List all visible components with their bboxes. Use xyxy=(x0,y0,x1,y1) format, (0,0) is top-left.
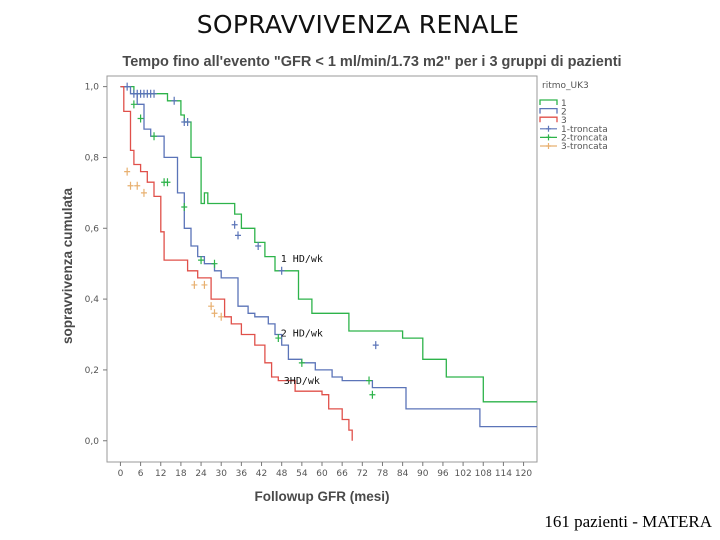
censor-mark-1-troncata xyxy=(184,118,191,127)
annotation-label: 2 HD/wk xyxy=(281,328,323,339)
x-tick-label: 96 xyxy=(437,469,449,479)
x-tick-label: 78 xyxy=(377,469,389,479)
legend-title: ritmo_UK3 xyxy=(542,81,589,91)
x-axis-label: Followup GFR (mesi) xyxy=(255,489,390,504)
axes: 0 6 12 18 24 30 36 42 48 54 60 66 72 78 84 90 96 102 108 11… xyxy=(85,83,533,479)
x-tick-label: 24 xyxy=(195,469,207,479)
legend-label: 2 xyxy=(561,108,567,118)
legend-label: 1 xyxy=(561,99,567,109)
legend-swatch-3 xyxy=(539,116,558,123)
censor-mark-1-troncata xyxy=(278,266,285,275)
legend-label: 3 xyxy=(561,116,567,126)
y-tick-label: 0,2 xyxy=(85,366,99,376)
y-tick-label: 0,8 xyxy=(85,153,100,163)
x-tick-label: 102 xyxy=(455,469,472,479)
x-tick-label: 54 xyxy=(296,469,308,479)
censor-mark-3-troncata xyxy=(218,312,225,321)
x-tick-label: 48 xyxy=(276,469,288,479)
x-tick-label: 0 xyxy=(118,469,124,479)
censor-mark-3-troncata xyxy=(134,181,141,190)
survival-curve-1 xyxy=(120,85,537,403)
annotation-label: 3HD/wk xyxy=(284,376,320,387)
legend-swatch-1 xyxy=(539,99,558,105)
legend: ritmo_UK3 1231-troncata2-troncata3-tronc… xyxy=(539,81,608,152)
x-tick-label: 108 xyxy=(475,469,492,479)
censor-mark-2-troncata xyxy=(369,390,376,399)
y-tick-label: 0,4 xyxy=(85,295,100,305)
censor-mark-2-troncata xyxy=(298,358,305,367)
x-tick-label: 18 xyxy=(175,469,187,479)
legend-label: 1-troncata xyxy=(561,125,608,135)
x-tick-label: 12 xyxy=(155,469,166,479)
x-tick-label: 66 xyxy=(336,469,348,479)
y-tick-label: 0,0 xyxy=(85,437,100,447)
censor-mark-2-troncata xyxy=(130,100,137,109)
legend-swatch-mark-3-troncata xyxy=(546,143,551,149)
x-tick-label: 84 xyxy=(397,469,409,479)
censor-mark-1-troncata xyxy=(151,89,158,98)
censor-mark-3-troncata xyxy=(127,181,134,190)
censor-mark-2-troncata xyxy=(211,259,218,268)
censor-mark-1-troncata xyxy=(231,220,238,229)
legend-swatch-2 xyxy=(539,107,558,114)
y-tick-label: 1,0 xyxy=(85,83,100,93)
annotations: 1 HD/wk 2 HD/wk 3HD/wk xyxy=(281,254,323,387)
censor-mark-2-troncata xyxy=(198,256,205,265)
censor-mark-2-troncata xyxy=(151,132,158,141)
censor-mark-1-troncata xyxy=(171,96,178,105)
y-tick-label: 0,6 xyxy=(85,224,100,234)
legend-label: 3-troncata xyxy=(561,142,608,152)
censor-mark-3-troncata xyxy=(201,280,208,289)
legend-swatch-mark-1-troncata xyxy=(546,125,551,132)
censor-mark-3-troncata xyxy=(124,167,131,176)
footer-note: 161 pazienti - MATERA xyxy=(544,512,712,531)
x-tick-label: 90 xyxy=(417,469,429,479)
annotation-label: 1 HD/wk xyxy=(281,254,323,265)
x-tick-label: 30 xyxy=(215,469,227,479)
x-tick-label: 60 xyxy=(316,469,328,479)
censor-mark-3-troncata xyxy=(208,302,215,311)
censor-mark-3-troncata xyxy=(191,280,198,289)
y-axis-label: sopravvivenza cumulata xyxy=(60,187,75,344)
plot-frame xyxy=(106,75,538,463)
censor-mark-1-troncata xyxy=(235,231,242,240)
chart-title: Tempo fino all'evento "GFR < 1 ml/min/1.… xyxy=(122,54,621,70)
censor-mark-1-troncata xyxy=(372,341,379,350)
slide-title: SOPRAVVIVENZA RENALE xyxy=(196,10,520,39)
x-tick-label: 6 xyxy=(138,469,144,479)
x-tick-label: 120 xyxy=(515,469,532,479)
legend-label: 2-troncata xyxy=(561,133,608,143)
x-tick-label: 42 xyxy=(256,469,267,479)
survival-curve-3 xyxy=(120,85,353,441)
x-tick-label: 36 xyxy=(236,469,248,479)
x-tick-label: 114 xyxy=(495,469,512,479)
censor-mark-1-troncata xyxy=(255,241,262,250)
censor-mark-2-troncata xyxy=(181,203,188,212)
censor-mark-2-troncata xyxy=(137,114,144,123)
censor-mark-3-troncata xyxy=(211,309,218,318)
censor-mark-2-troncata xyxy=(275,334,282,343)
censor-mark-3-troncata xyxy=(140,188,147,197)
legend-swatch-mark-2-troncata xyxy=(546,134,551,141)
censor-marks xyxy=(124,82,379,399)
censor-mark-2-troncata xyxy=(366,376,373,385)
x-tick-label: 72 xyxy=(357,469,368,479)
censor-mark-1-troncata xyxy=(124,82,131,91)
censor-mark-2-troncata xyxy=(164,178,171,187)
